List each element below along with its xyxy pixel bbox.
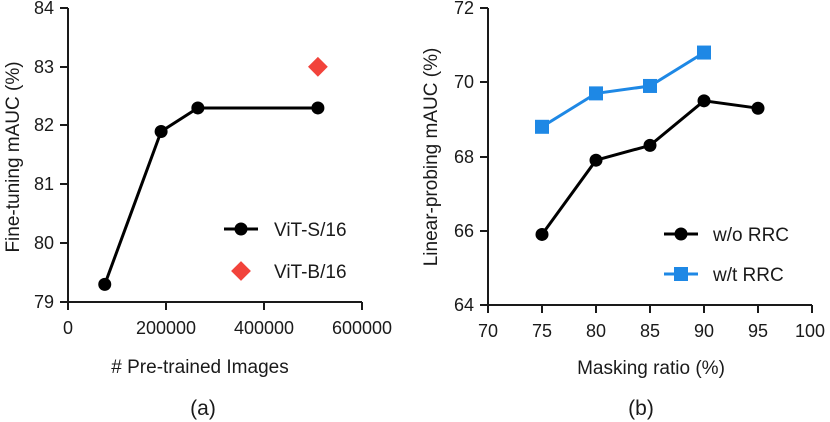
chart-a-point-vit-s-16-1 <box>154 124 168 138</box>
chart-a-y-tick-label: 79 <box>34 292 54 312</box>
chart-a-y-tick-label: 84 <box>34 0 54 18</box>
chart-a-y-axis-label: Fine-tuning mAUC (%) <box>3 61 24 252</box>
chart-b-series-wo-rrc-line <box>540 99 759 236</box>
chart-a: 84 83 82 81 80 79 0 200000 400000 600000… <box>3 0 392 420</box>
chart-b-point-w-o-rrc-4 <box>751 101 765 115</box>
chart-b-point-w-t-rrc-3 <box>697 45 711 60</box>
chart-a-series-vit-s16-points <box>98 101 325 291</box>
chart-b-x-axis: 70 75 80 85 90 95 100 <box>478 304 825 341</box>
chart-b-point-w-t-rrc-0 <box>535 119 549 134</box>
chart-b-y-tick-label: 72 <box>454 0 474 18</box>
chart-b-point-w-o-rrc-2 <box>643 138 657 152</box>
chart-b-legend-marker-wo-rrc <box>674 227 688 241</box>
chart-b-x-tick-label: 80 <box>586 321 606 341</box>
chart-b-series-wo-rrc-points <box>535 94 765 241</box>
chart-b-x-axis-label: Masking ratio (%) <box>577 358 725 379</box>
chart-a-x-tick-label: 0 <box>63 318 73 338</box>
chart-b-x-tick-label: 70 <box>478 321 498 341</box>
chart-a-series-vit-s16-line <box>103 106 318 285</box>
chart-b-point-w-o-rrc-3 <box>697 94 711 108</box>
chart-a-x-tick-label: 600000 <box>332 318 392 338</box>
chart-b-point-w-o-rrc-1 <box>589 153 603 167</box>
chart-a-y-tick-label: 80 <box>34 233 54 253</box>
chart-b-x-tick-label: 75 <box>532 321 552 341</box>
chart-b-x-tick-label: 90 <box>694 321 714 341</box>
chart-a-x-axis-label: # Pre-trained Images <box>111 357 288 378</box>
chart-b: 72 70 68 66 64 70 75 80 85 90 95 100 Mas… <box>421 0 825 420</box>
chart-b-series-wt-rrc-points <box>535 45 711 134</box>
chart-a-x-tick-label: 200000 <box>136 318 196 338</box>
chart-a-legend: ViT-S/16 ViT-B/16 <box>224 220 347 283</box>
chart-a-series-vit-b16-points <box>308 56 328 77</box>
chart-a-legend-marker-vit-s16 <box>234 222 248 236</box>
chart-a-x-axis: 0 200000 400000 600000 <box>63 301 392 338</box>
chart-a-point-vit-s-16-3 <box>311 101 325 115</box>
chart-a-legend-label-vit-s16: ViT-S/16 <box>274 220 347 241</box>
chart-a-x-tick-label: 400000 <box>234 318 294 338</box>
chart-b-y-axis: 72 70 68 66 64 <box>454 0 489 315</box>
chart-b-series-wt-rrc-line <box>541 51 705 129</box>
chart-a-point-vit-s-16-2 <box>191 101 205 115</box>
chart-b-legend-label-wo-rrc: w/o RRC <box>712 225 789 246</box>
chart-b-point-w-o-rrc-0 <box>535 227 549 241</box>
chart-b-y-axis-label: Linear-probing mAUC (%) <box>421 48 442 267</box>
chart-a-legend-marker-vit-b16 <box>231 261 251 281</box>
chart-b-legend-label-wt-rrc: w/t RRC <box>712 265 784 286</box>
chart-a-point-vit-b-16-0 <box>308 56 328 77</box>
chart-b-y-tick-label: 66 <box>454 221 474 241</box>
chart-a-point-vit-s-16-0 <box>98 277 112 291</box>
chart-b-x-tick-label: 95 <box>748 321 768 341</box>
chart-a-panel-label: (a) <box>190 397 216 420</box>
chart-b-y-tick-label: 68 <box>454 147 474 167</box>
chart-b-panel-label: (b) <box>628 397 654 420</box>
chart-b-x-tick-label: 85 <box>640 321 660 341</box>
chart-a-y-axis: 84 83 82 81 80 79 <box>34 0 69 312</box>
chart-b-legend-marker-wt-rrc <box>674 267 688 281</box>
chart-a-legend-label-vit-b16: ViT-B/16 <box>274 262 347 283</box>
chart-b-legend: w/o RRC w/t RRC <box>664 225 789 286</box>
chart-a-y-tick-label: 83 <box>34 57 54 77</box>
chart-b-point-w-t-rrc-1 <box>589 86 603 101</box>
chart-a-y-tick-label: 82 <box>34 115 54 135</box>
chart-b-y-tick-label: 64 <box>454 295 474 315</box>
chart-b-point-w-t-rrc-2 <box>643 78 657 93</box>
chart-a-y-tick-label: 81 <box>34 174 54 194</box>
chart-b-x-tick-label: 100 <box>795 321 825 341</box>
chart-b-y-tick-label: 70 <box>454 72 474 92</box>
